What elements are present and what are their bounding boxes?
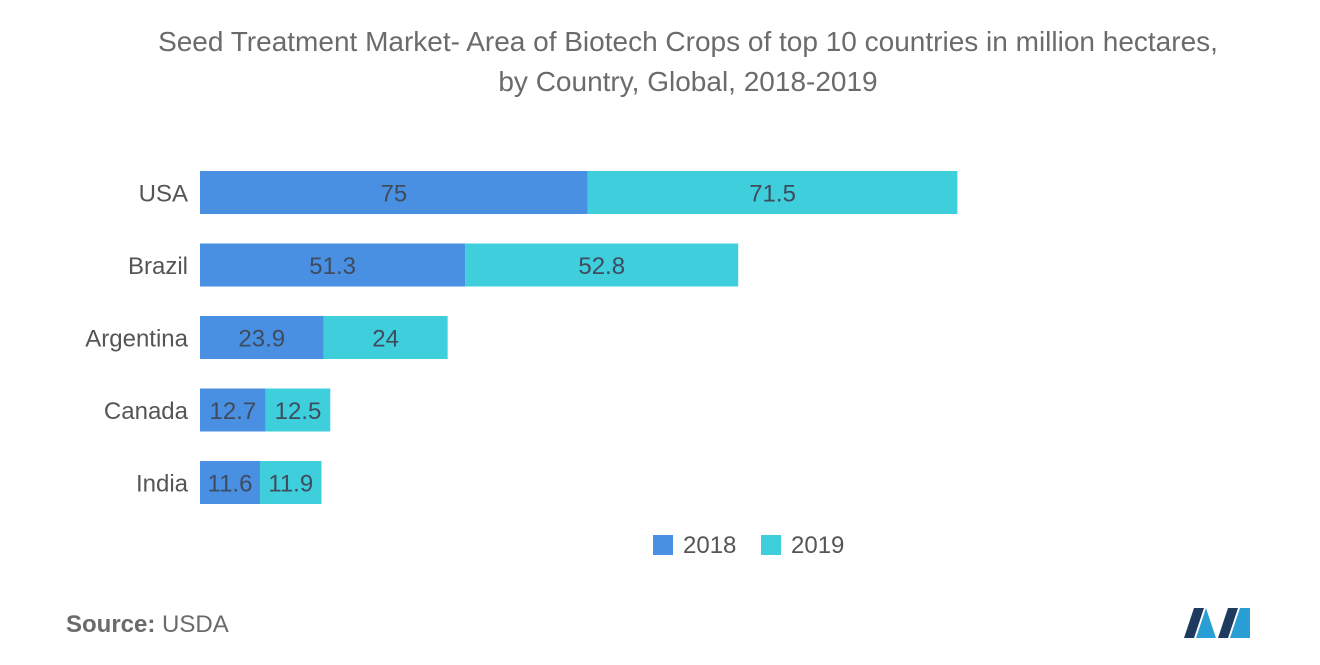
chart-title: Seed Treatment Market- Area of Biotech C… (0, 22, 1320, 102)
source-label: Source: (66, 611, 156, 638)
bar-brazil-2019 (465, 243, 739, 287)
category-label-argentina: Argentina (85, 326, 188, 353)
chart-title-line-1: Seed Treatment Market- Area of Biotech C… (158, 26, 1218, 57)
data-label-brazil-2019: 52.8 (578, 253, 625, 280)
bar-usa-2019 (587, 171, 958, 214)
data-label-canada-2019: 12.5 (275, 398, 322, 425)
bar-usa-2018 (200, 171, 588, 214)
data-label-usa-2018: 75 (381, 181, 408, 208)
bar-brazil-2018 (200, 243, 466, 287)
data-label-canada-2018: 12.7 (209, 398, 256, 425)
category-label-usa: USA (139, 181, 188, 208)
bar-canada-2018 (200, 388, 266, 432)
legend-label-2018: 2018 (683, 532, 736, 559)
legend-label-2019: 2019 (791, 532, 844, 559)
bar-india-2019 (259, 461, 322, 504)
bar-canada-2019 (265, 388, 331, 432)
data-label-argentina-2019: 24 (372, 326, 399, 353)
legend-swatch-2019 (761, 535, 781, 555)
bar-argentina-2018 (200, 316, 324, 359)
data-label-usa-2019: 71.5 (749, 181, 796, 208)
category-label-canada: Canada (104, 398, 189, 425)
data-label-argentina-2018: 23.9 (238, 326, 285, 353)
data-label-india-2019: 11.9 (268, 471, 313, 498)
source-value: USDA (162, 611, 229, 638)
brand-logo-icon (1184, 608, 1250, 638)
bar-argentina-2019 (323, 316, 448, 359)
chart-title-line-2: by Country, Global, 2018-2019 (498, 66, 878, 97)
bar-india-2018 (200, 461, 260, 504)
data-label-india-2018: 11.6 (208, 471, 253, 498)
legend-swatch-2018 (653, 535, 673, 555)
bar-chart: USA 75 71.5 Brazil 51.3 52.8 Argentina 23.9 24 Ca… (85, 171, 958, 559)
source-note: Source: USDA (66, 611, 229, 639)
data-label-brazil-2018: 51.3 (309, 253, 356, 280)
category-label-india: India (136, 471, 189, 498)
category-label-brazil: Brazil (128, 253, 188, 280)
